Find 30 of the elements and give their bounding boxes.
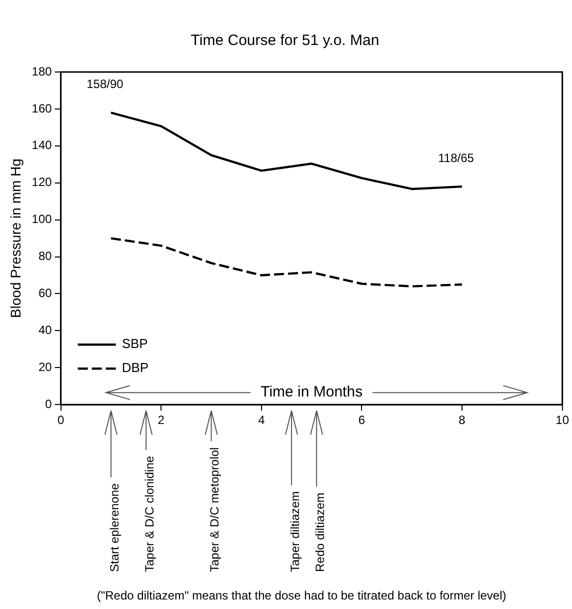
y-tick-label: 80 xyxy=(38,249,52,264)
x-tick-label: 4 xyxy=(258,413,266,428)
legend-label: SBP xyxy=(122,336,148,352)
x-tick-label: 6 xyxy=(358,413,366,428)
text: Taper diltiazem xyxy=(288,491,302,572)
y-tick-label: 0 xyxy=(45,396,52,411)
x-tick-label: 8 xyxy=(458,413,466,428)
legend-label: DBP xyxy=(122,360,149,376)
x-tick-label: 10 xyxy=(556,413,570,428)
x-tick-label: 0 xyxy=(57,413,64,428)
y-axis-title: Blood Pressure in mm Hg xyxy=(7,158,24,318)
x-tick-label: 2 xyxy=(158,413,165,428)
text: Start eplerenone xyxy=(107,482,122,572)
y-tick-label: 60 xyxy=(38,286,52,300)
annotation: 158/90 xyxy=(86,76,124,91)
y-tick-label: 20 xyxy=(38,360,52,374)
y-tick-label: 120 xyxy=(32,175,52,190)
y-tick-label: 40 xyxy=(38,323,52,337)
y-tick-label: 100 xyxy=(32,212,52,226)
line-series xyxy=(110,237,464,288)
x-axis-title: Time in Months xyxy=(260,384,363,401)
annotation: 118/65 xyxy=(438,150,474,165)
text: Redo diltiazem xyxy=(312,492,327,572)
chart-title: Time Course for 51 y.o. Man xyxy=(190,32,380,50)
y-tick-label: 180 xyxy=(32,64,52,78)
y-tick-label: 140 xyxy=(32,138,52,152)
text: ("Redo diltiazem" means that the dose had to be titrated back to former level) xyxy=(96,588,506,602)
y-tick-label: 160 xyxy=(32,101,52,116)
text: Taper & D/C clonidine xyxy=(142,456,156,572)
text: Taper & D/C metoprolol xyxy=(208,447,222,572)
